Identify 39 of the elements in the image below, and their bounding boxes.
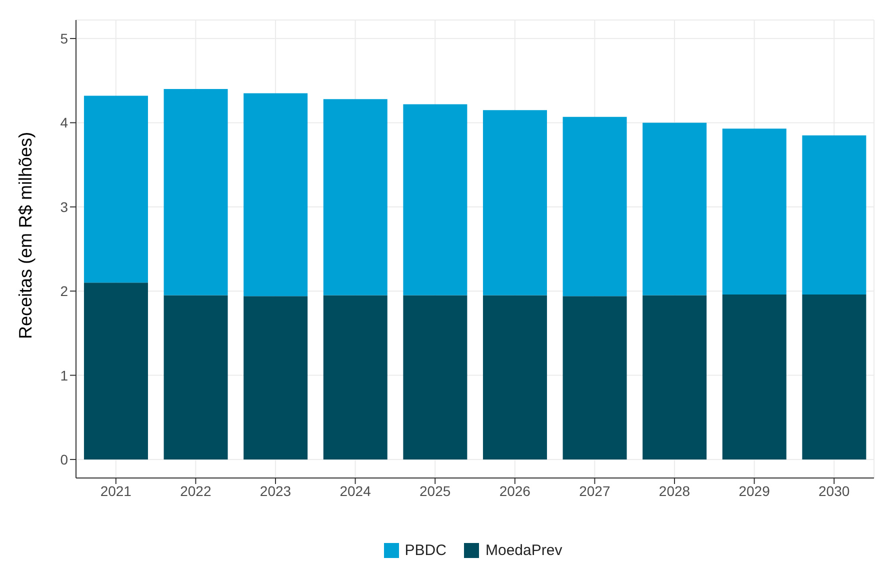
x-tick-label: 2025 bbox=[420, 482, 451, 499]
bar bbox=[244, 93, 308, 296]
bar bbox=[482, 295, 547, 460]
legend-label: MoedaPrev bbox=[485, 542, 562, 559]
bar bbox=[802, 135, 866, 294]
bar bbox=[164, 295, 228, 460]
bar bbox=[482, 110, 547, 296]
x-tick-label: 2024 bbox=[340, 482, 372, 499]
bar bbox=[642, 295, 707, 460]
bar bbox=[84, 282, 148, 460]
x-tick-label: 2021 bbox=[100, 482, 132, 499]
bar bbox=[403, 295, 468, 460]
bar bbox=[722, 128, 786, 294]
y-tick-label: 1 bbox=[60, 367, 68, 384]
y-axis-title: Receitas (em R$ milhões) bbox=[15, 132, 36, 339]
bar bbox=[802, 294, 866, 460]
bar bbox=[403, 104, 468, 296]
bar bbox=[722, 294, 786, 460]
y-tick-label: 2 bbox=[60, 283, 68, 300]
x-tick-label: 2028 bbox=[658, 482, 690, 499]
bar bbox=[642, 122, 707, 296]
bar bbox=[164, 89, 228, 296]
bar bbox=[323, 295, 388, 460]
y-tick-label: 5 bbox=[60, 30, 68, 46]
y-tick-label: 3 bbox=[60, 198, 68, 215]
bar bbox=[244, 296, 308, 460]
x-tick-label: 2027 bbox=[579, 482, 610, 499]
x-tick-label: 2023 bbox=[260, 482, 292, 499]
x-tick-label: 2026 bbox=[499, 482, 531, 499]
bar bbox=[84, 96, 148, 283]
x-tick-label: 2022 bbox=[180, 482, 212, 499]
y-tick-label: 4 bbox=[60, 114, 68, 131]
x-tick-label: 2029 bbox=[738, 482, 770, 499]
x-tick-label: 2030 bbox=[818, 482, 850, 499]
y-tick-label: 0 bbox=[60, 451, 68, 468]
bar bbox=[562, 116, 627, 296]
legend-label: PBDC bbox=[404, 542, 446, 559]
bar bbox=[323, 99, 388, 296]
bar bbox=[562, 296, 627, 460]
